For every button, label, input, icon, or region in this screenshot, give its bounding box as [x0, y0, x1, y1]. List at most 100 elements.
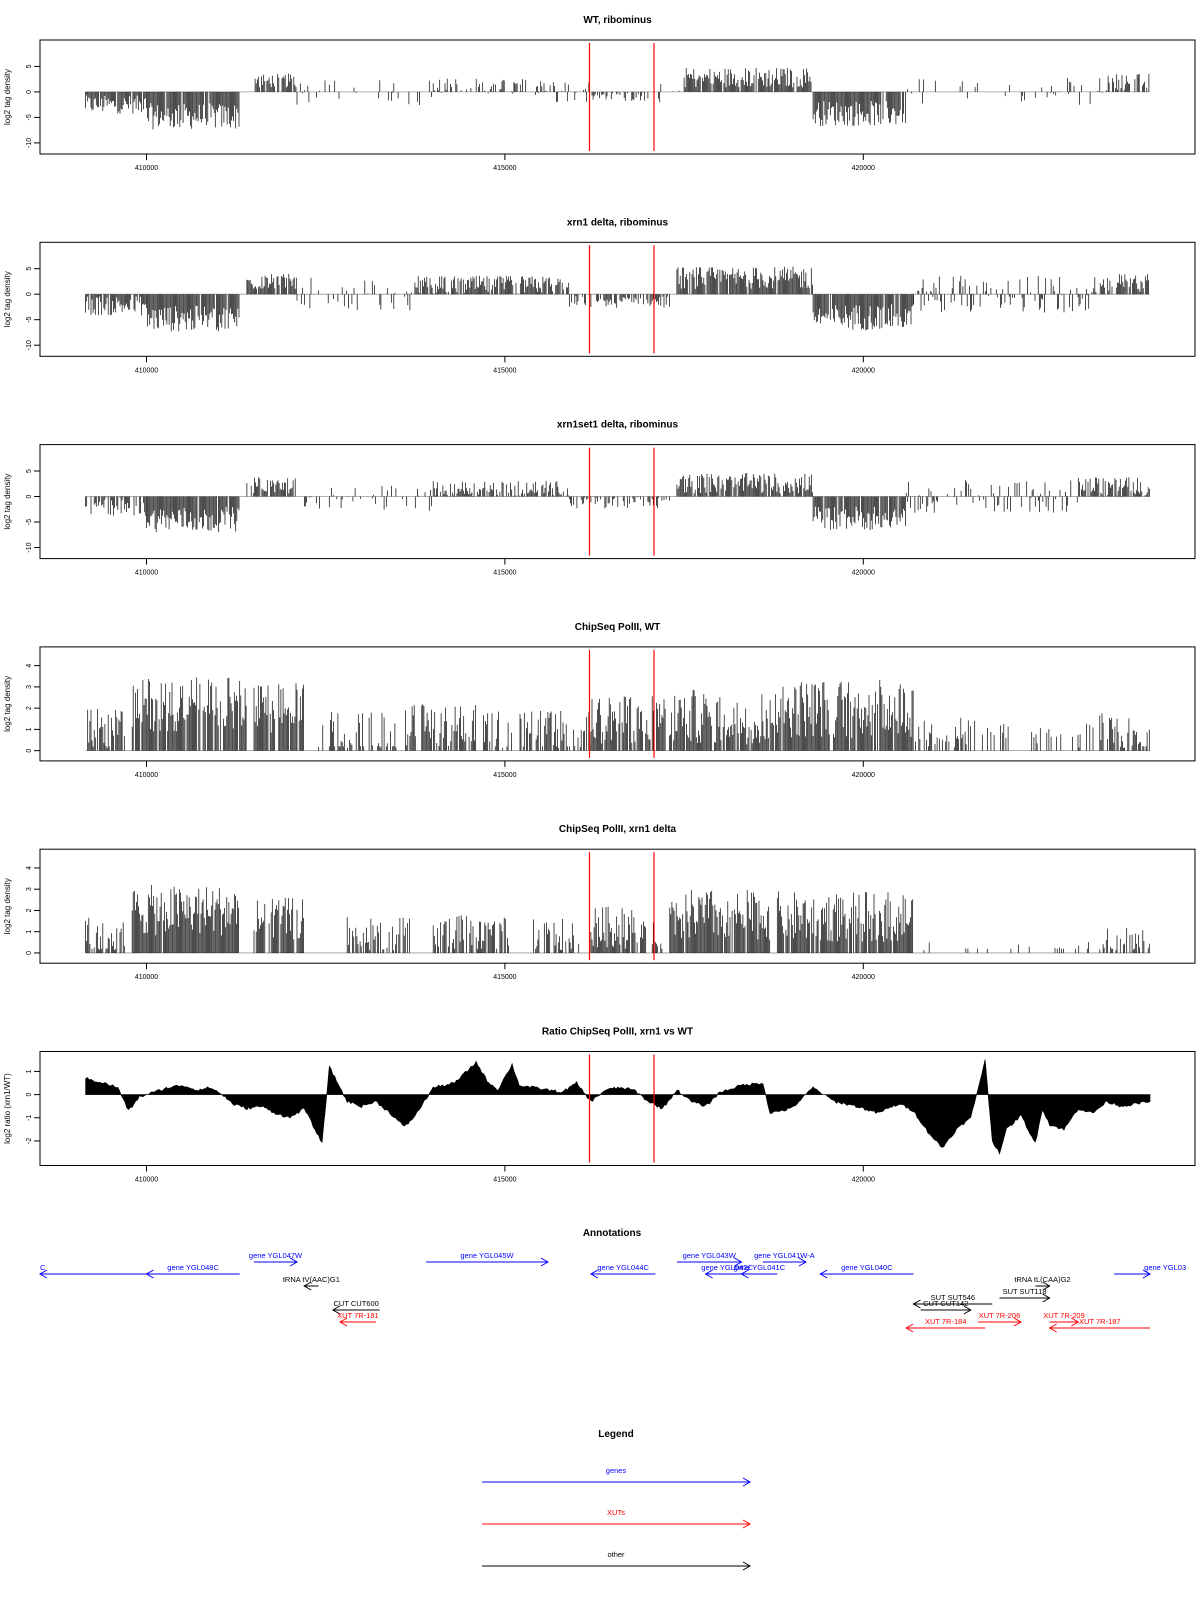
- x-tick-label: 415000: [493, 974, 516, 981]
- plot-frame: [39, 241, 1196, 357]
- bar-segment-6: [483, 711, 591, 751]
- bar-segment-1: [85, 496, 147, 516]
- bar-segment-4: [318, 712, 397, 751]
- bar-segment-10: [812, 91, 906, 126]
- y-tick-label: 2: [26, 908, 33, 912]
- bar-segment-2: [146, 91, 240, 130]
- y-tick-label: -10: [26, 138, 33, 148]
- bar-segment-10: [923, 942, 1089, 953]
- bar-segment-9: [776, 891, 914, 953]
- feature-label: XUT 7R-187: [1079, 1317, 1121, 1326]
- feature-arrowhead: [331, 1305, 341, 1315]
- annotation-feature-6: XUT 7R-181: [337, 1311, 379, 1327]
- bar-segment-1: [85, 294, 147, 316]
- bar-segment-4: [296, 80, 432, 105]
- panel-title: ChipSeq PolII, xrn1 delta: [559, 824, 677, 835]
- bar-segment-5: [432, 78, 547, 95]
- y-tick-label: 2: [26, 706, 33, 710]
- track-data: [85, 885, 1150, 954]
- annotation-feature-22: gene YGL03: [1114, 1263, 1186, 1279]
- x-tick-label: 420000: [852, 772, 875, 779]
- x-tick-label: 415000: [493, 1177, 516, 1184]
- feature-arrowhead: [704, 1269, 713, 1279]
- x-tick-label: 415000: [493, 367, 516, 374]
- bar-segment-6: [569, 294, 670, 308]
- legend-title: Legend: [598, 1429, 634, 1440]
- annotation-feature-17: CUT CUT142: [920, 1299, 972, 1315]
- y-tick-label: 4: [26, 664, 33, 668]
- bar-segment-9: [913, 275, 1093, 313]
- legend-items: genes XUTs other: [482, 1466, 752, 1571]
- track-data: [85, 473, 1150, 533]
- bar-segment-8: [669, 890, 771, 953]
- bar-segment-4: [346, 917, 410, 953]
- bar-segment-7: [590, 906, 663, 953]
- x-tick-label: 420000: [852, 570, 875, 577]
- y-tick-label: 1: [26, 1069, 33, 1073]
- bar-segment-8: [812, 496, 906, 531]
- annotation-feature-7: gene YGL045W: [426, 1251, 549, 1267]
- x-tick-label: 410000: [135, 1177, 158, 1184]
- annotation-feature-15: SUT SUT118: [999, 1287, 1051, 1303]
- y-tick-label: 0: [26, 951, 33, 955]
- track-panel-5: ChipSeq PolII, xrn1 delta log2 tag densit…: [3, 824, 1196, 981]
- legend-item-3: other: [482, 1550, 752, 1571]
- feature-label: CUT CUT142: [923, 1299, 968, 1308]
- bar-segment-2: [146, 496, 240, 533]
- annotation-feature-11: gene YGL041C: [734, 1263, 786, 1279]
- annotation-feature-18: XUT 7R-206: [977, 1311, 1022, 1327]
- feature-label: gene YGL044C: [597, 1263, 649, 1272]
- y-tick-label: -5: [26, 316, 33, 322]
- panel-title: xrn1 delta, ribominus: [567, 217, 669, 228]
- feature-arrowhead: [963, 1305, 972, 1315]
- feature-arrowhead: [740, 1269, 749, 1279]
- annotation-feature-12: gene YGL041W-A: [754, 1251, 815, 1267]
- annotation-feature-20: XUT 7R-209: [1043, 1311, 1085, 1327]
- bar-segment-10: [915, 717, 976, 751]
- x-tick-label: 415000: [493, 165, 516, 172]
- legend-item-1: genes: [482, 1466, 752, 1487]
- track-data: [85, 1059, 1151, 1155]
- bar-segment-3: [253, 683, 304, 751]
- annotation-feature-21: XUT 7R-187: [1048, 1317, 1150, 1333]
- x-tick-label: 415000: [493, 772, 516, 779]
- legend-section: Legend genes XUTs other: [482, 1429, 752, 1571]
- feature-label: SUT SUT118: [1003, 1287, 1047, 1296]
- track-panel-1: WT, ribominus log2 tag density -10 -5 0 5 4100…: [3, 15, 1196, 172]
- annotations-title: Annotations: [583, 1228, 642, 1239]
- feature-label: SUT SUT546: [931, 1293, 975, 1302]
- feature-label: gene YGL041W-A: [754, 1251, 815, 1260]
- feature-label: gene YGL03: [1144, 1263, 1186, 1272]
- track-data: [85, 677, 1150, 752]
- y-axis-label: log2 ratio (xrn1/WT): [3, 1073, 12, 1144]
- track-panel-6: Ratio ChipSeq PolII, xrn1 vs WT log2 rati…: [3, 1027, 1196, 1184]
- legend-item-2: XUTs: [482, 1508, 752, 1529]
- y-tick-label: 1: [26, 930, 33, 934]
- legend-arrowhead: [742, 1477, 752, 1487]
- feature-label: gene YGL043W: [683, 1251, 737, 1260]
- bar-segment-6: [533, 919, 580, 953]
- bar-segment-7: [676, 266, 813, 295]
- y-tick-label: 0: [26, 90, 33, 94]
- feature-arrowhead: [1042, 1293, 1051, 1303]
- x-tick-label: 410000: [135, 367, 158, 374]
- y-tick-label: -10: [26, 542, 33, 552]
- y-tick-label: 4: [26, 866, 33, 870]
- y-tick-label: 0: [26, 1093, 33, 1097]
- y-axis-label: log2 tag density: [3, 676, 12, 732]
- x-tick-label: 420000: [852, 974, 875, 981]
- feature-arrowhead: [798, 1257, 807, 1267]
- feature-arrowhead: [589, 1269, 599, 1279]
- annotation-feature-16: SUT SUT546: [912, 1293, 993, 1309]
- annotation-feature-1: C: [38, 1263, 147, 1279]
- bar-segment-3: [253, 897, 304, 953]
- y-tick-label: -5: [26, 519, 33, 525]
- plot-frame: [39, 848, 1196, 964]
- feature-arrowhead: [145, 1269, 154, 1279]
- feature-arrowhead: [339, 1317, 348, 1327]
- feature-label: C: [40, 1263, 46, 1272]
- bar-segment-9: [905, 480, 1078, 513]
- feature-arrowhead: [1048, 1323, 1057, 1333]
- annotation-feature-4: tRNA tV(AAC)G1: [283, 1275, 340, 1291]
- bar-segment-11: [981, 723, 1094, 751]
